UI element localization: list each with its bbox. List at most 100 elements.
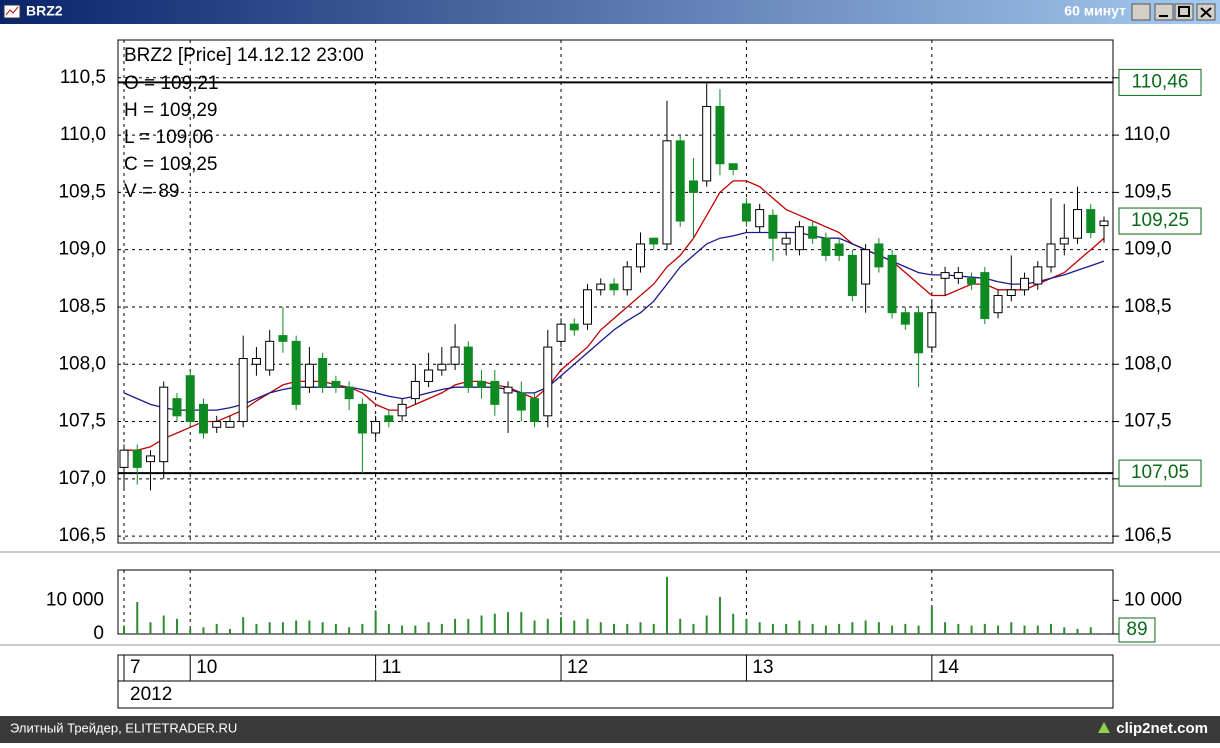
y2-tick-label: 108,5 [1124, 296, 1172, 317]
anchor-button[interactable] [1131, 3, 1151, 21]
y-tick-label: 110,0 [60, 124, 106, 145]
candle-body [371, 421, 381, 434]
plot-frame [117, 569, 1114, 635]
candle-body [794, 226, 804, 251]
volume-box-label: 89 [1126, 619, 1147, 640]
interval: 60 минут [1064, 3, 1126, 19]
candle-body [265, 340, 275, 371]
candle-body [132, 449, 142, 468]
title-bar [0, 0, 1220, 24]
ohlc-info: O = 109,21 [124, 73, 219, 94]
candle-body [834, 243, 844, 256]
y2-tick-label: 107,5 [1124, 411, 1172, 432]
ohlc-info: H = 109,29 [124, 100, 218, 121]
y2-tick-label: 108,0 [1124, 353, 1172, 374]
candle-body [583, 289, 593, 325]
candle-body [914, 312, 924, 354]
candle-body [688, 180, 698, 193]
candle-body [477, 380, 487, 388]
candle-body [980, 272, 990, 319]
plot-frame [117, 39, 1114, 544]
candle-body [357, 403, 367, 434]
candle-body [808, 226, 818, 239]
volume-box [1118, 617, 1156, 643]
candle-body [847, 254, 857, 297]
candle-body [437, 363, 447, 371]
y2-tick-label: 109,0 [1124, 239, 1172, 260]
y-tick-label: 108,5 [58, 296, 106, 317]
ohlc-info: L = 109,06 [124, 127, 214, 148]
footer-bar [0, 716, 1220, 743]
x-tick-label: 11 [382, 657, 402, 678]
candle-body [145, 455, 155, 463]
ohlc-info: C = 109,25 [124, 154, 218, 175]
candle-body [490, 380, 500, 405]
price-box-label: 109,25 [1131, 210, 1189, 231]
footer-left: Элитный Трейдер, ELITETRADER.RU [10, 720, 237, 735]
candle-body [874, 243, 884, 268]
candle-body [397, 403, 407, 417]
x-tick-label: 12 [567, 657, 588, 678]
candle-body [768, 214, 778, 239]
candle-body [291, 340, 301, 405]
y-tick-label: 109,0 [58, 239, 106, 260]
x-tick-label: 13 [752, 657, 773, 678]
candle-body [424, 369, 434, 382]
candle-body [463, 346, 473, 388]
maximize-icon [1178, 6, 1190, 17]
y2-tick-label: 109,5 [1124, 181, 1172, 202]
y-tick-label: 107,0 [58, 468, 106, 489]
candle-body [1099, 220, 1109, 227]
candle-body [530, 398, 540, 423]
candle-body [450, 346, 460, 365]
window-title: BRZ2 [26, 3, 63, 19]
candle-body [900, 312, 910, 325]
candle-body [861, 249, 871, 285]
candle-body [781, 237, 791, 245]
candle-body [755, 209, 765, 228]
candle-body [185, 375, 195, 423]
x-tick-label: 14 [938, 657, 960, 678]
ohlc-info: V = 89 [124, 181, 179, 202]
candle-body [331, 380, 341, 388]
minimize-button[interactable] [1154, 3, 1174, 21]
candle-body [304, 363, 314, 388]
y-tick-label: 110,5 [60, 67, 106, 88]
candle-body [715, 105, 725, 165]
candle-body [516, 392, 526, 411]
clip2net-icon [1098, 722, 1110, 733]
candle-body [1059, 237, 1069, 245]
candle-body [675, 140, 685, 222]
y2-tick-label: 10 000 [1124, 589, 1182, 610]
candle-body [967, 277, 977, 285]
y2-tick-label: 106,5 [1124, 525, 1172, 546]
y-tick-label: 107,5 [58, 411, 106, 432]
candle-body [887, 254, 897, 314]
candle-body [251, 358, 261, 365]
candle-body [596, 283, 606, 291]
year-label: 2012 [130, 684, 172, 705]
moving-average [124, 180, 1105, 451]
candle-body [1086, 209, 1096, 233]
candle-body [1033, 266, 1043, 285]
candle-body [1006, 289, 1016, 297]
candle-body [927, 312, 937, 348]
close-icon [1200, 7, 1212, 18]
candle-body [702, 105, 712, 182]
candle-body [635, 243, 645, 268]
candle-body [198, 403, 208, 434]
candle-body [225, 421, 235, 428]
candle-body [622, 266, 632, 291]
footer-right[interactable]: clip2net.com [1116, 720, 1208, 737]
candle-body [172, 398, 182, 417]
y-tick-label: 0 [93, 623, 104, 644]
candle-body [1020, 277, 1030, 291]
candle-body [662, 140, 672, 245]
price-box [1118, 207, 1202, 235]
price-box-label: 110,46 [1132, 71, 1189, 92]
y-tick-label: 108,0 [58, 353, 106, 374]
candle-body [410, 380, 420, 400]
candle-body [993, 295, 1003, 314]
price-box-label: 107,05 [1131, 462, 1189, 483]
